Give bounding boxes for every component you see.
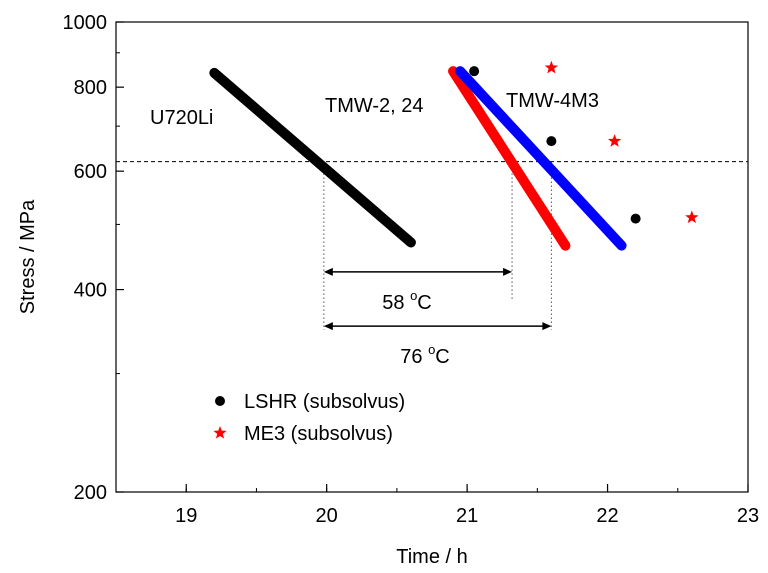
legend-label-2: ME3 (subsolvus) [244, 423, 393, 445]
scatter-point-2-1 [544, 60, 559, 74]
series-line-2 [448, 66, 571, 251]
arrowhead-right [503, 267, 513, 276]
scatter-layer [469, 60, 699, 224]
scatter-point-1-2 [546, 136, 557, 147]
x-tick-label: 22 [596, 505, 618, 527]
series-layer: U720Li TMW-2, 24 TMW-4M3 [150, 66, 627, 251]
legend-marker-star [213, 426, 227, 439]
legend-marker-circle [215, 396, 225, 406]
x-tick-label: 23 [737, 505, 759, 527]
y-tick-label: 400 [74, 280, 107, 302]
legend: LSHR (subsolvus) ME3 (subsolvus) [213, 391, 405, 445]
series-label-1: U720Li [150, 107, 213, 129]
y-tick-label: 200 [74, 482, 107, 504]
annotation-label-1: 58 oC [382, 288, 432, 314]
x-tick-label: 19 [175, 505, 197, 527]
arrowhead-left [323, 267, 333, 276]
y-tick-label: 1000 [63, 12, 108, 34]
series-label-2: TMW-2, 24 [325, 95, 424, 117]
arrowhead-left [323, 322, 333, 331]
series-line-3 [455, 66, 627, 251]
annotation-layer: 58 oC 76 oC [323, 267, 552, 368]
guide-layer [116, 161, 748, 330]
series-line-1 [209, 67, 416, 248]
x-axis-label: Time / h [396, 546, 468, 568]
series-label-3: TMW-4M3 [506, 90, 599, 112]
y-tick-label: 800 [74, 77, 107, 99]
x-tick-label: 20 [316, 505, 338, 527]
x-tick-label: 21 [456, 505, 478, 527]
scatter-point-1-3 [630, 213, 641, 224]
arrowhead-right [542, 322, 552, 331]
scatter-point-2-3 [685, 210, 699, 224]
y-axis-label: Stress / MPa [17, 199, 39, 314]
axes-layer: 19 20 21 22 23 200 400 600 800 1000 [63, 12, 760, 527]
annotation-label-2: 76 oC [400, 342, 450, 368]
plot-frame [115, 21, 749, 493]
y-tick-label: 600 [74, 161, 107, 183]
scatter-point-2-2 [607, 134, 622, 147]
legend-label-1: LSHR (subsolvus) [244, 391, 405, 413]
scatter-point-1-1 [469, 66, 480, 77]
